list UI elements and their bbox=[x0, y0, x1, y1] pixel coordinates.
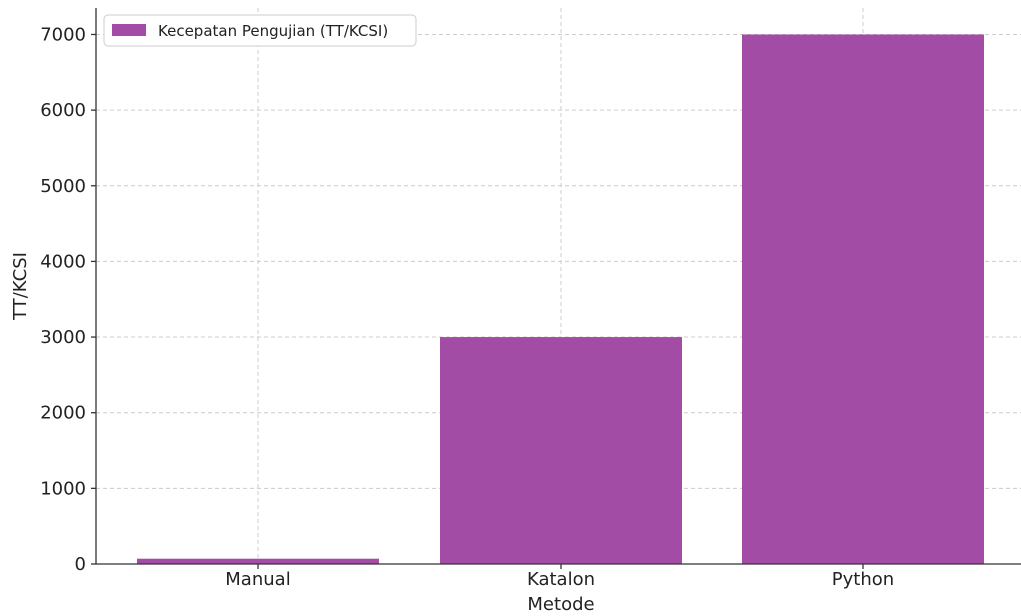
bar-python bbox=[742, 34, 984, 564]
y-tick-label: 1000 bbox=[40, 478, 86, 499]
bar-katalon bbox=[440, 337, 682, 564]
x-axis-label: Metode bbox=[527, 594, 594, 615]
bars bbox=[137, 34, 984, 564]
y-tick-label: 6000 bbox=[40, 100, 86, 121]
bar-manual bbox=[137, 558, 379, 564]
y-tick-label: 5000 bbox=[40, 176, 86, 197]
y-tick-label: 2000 bbox=[40, 403, 86, 424]
y-tick-label: 7000 bbox=[40, 24, 86, 45]
x-tick-label: Python bbox=[832, 569, 894, 590]
y-tick-label: 0 bbox=[75, 554, 86, 575]
x-tick-label: Katalon bbox=[527, 569, 595, 590]
x-tick-label: Manual bbox=[225, 569, 290, 590]
legend: Kecepatan Pengujian (TT/KCSI) bbox=[103, 14, 417, 47]
y-tick-label: 4000 bbox=[40, 251, 86, 272]
tick-labels: 0 1000 2000 3000 4000 5000 6000 7000 Manual Katal… bbox=[40, 24, 894, 590]
y-axis-label: TT/KCSI bbox=[10, 252, 31, 321]
legend-label: Kecepatan Pengujian (TT/KCSI) bbox=[158, 22, 388, 40]
y-tick-label: 3000 bbox=[40, 327, 86, 348]
legend-frame bbox=[103, 14, 417, 47]
legend-swatch bbox=[112, 24, 146, 36]
axes bbox=[91, 8, 1021, 569]
